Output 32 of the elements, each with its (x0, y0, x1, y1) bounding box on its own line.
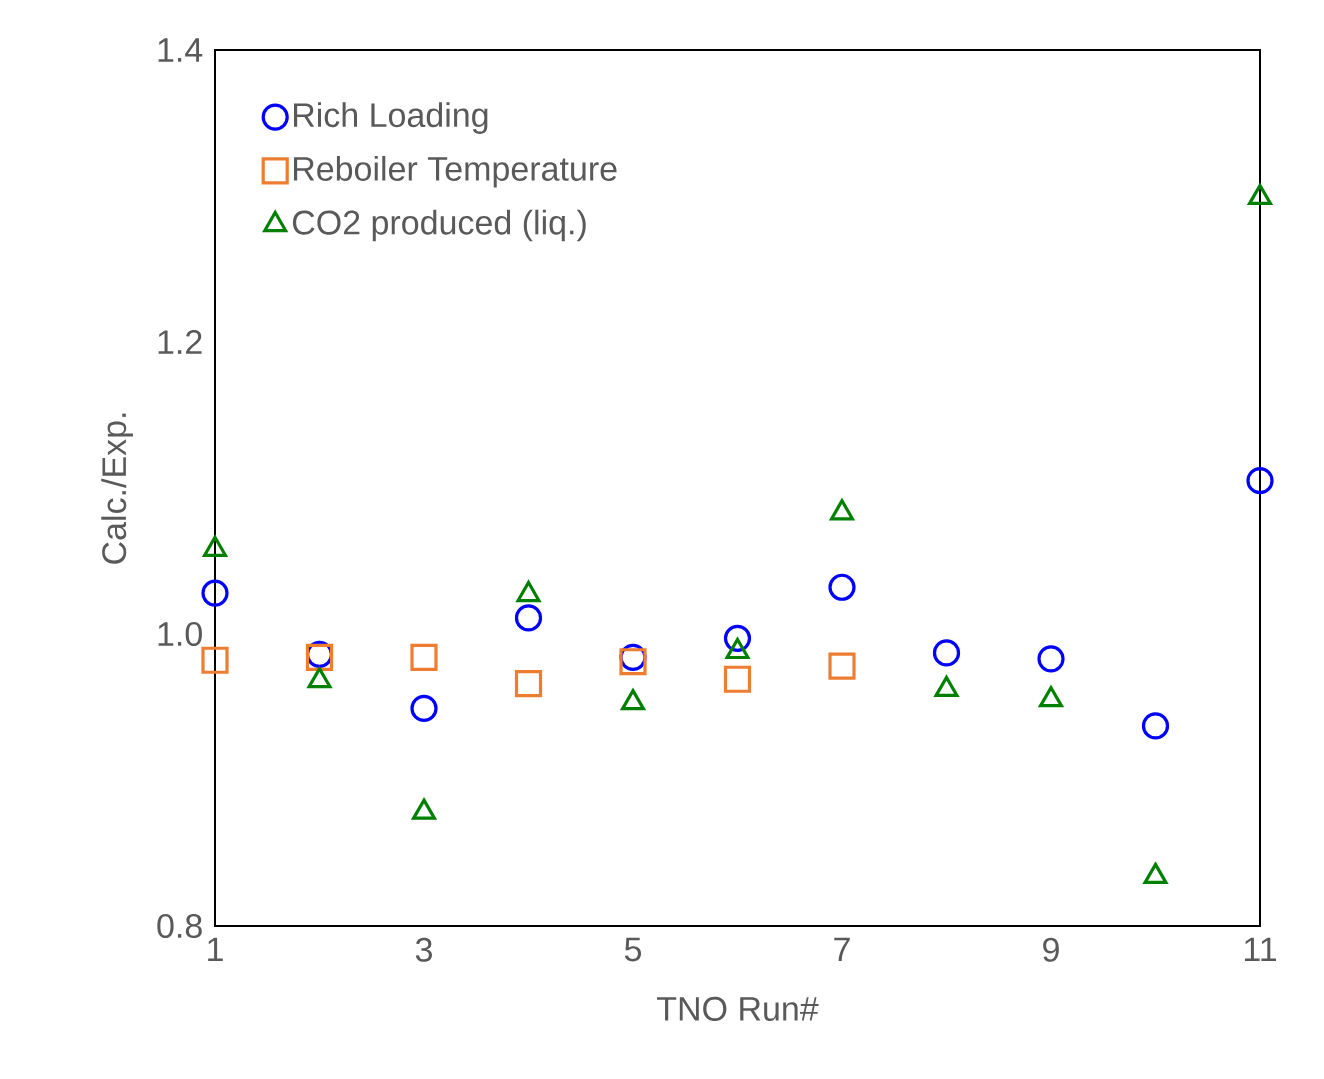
point (410, 643, 438, 671)
x-tick-label: 1 (208, 937, 223, 962)
point (1037, 645, 1065, 673)
point (828, 652, 856, 680)
x-tick-label: 5 (624, 937, 642, 962)
x-tick-label: 11 (1244, 937, 1276, 962)
point (514, 604, 543, 632)
y-axis-title: Calc./Exp. (101, 413, 133, 564)
point (514, 670, 543, 698)
y-tick-label: 1.4 (158, 38, 203, 62)
point (1248, 183, 1272, 206)
point (723, 624, 752, 652)
x-tick-label: 9 (1043, 937, 1059, 962)
y-tick-label: 0.8 (157, 913, 202, 939)
legend-label: Reboiler Temperature (293, 155, 617, 188)
point (201, 646, 229, 674)
point (1246, 467, 1274, 495)
point (830, 499, 854, 521)
point (619, 648, 647, 676)
x-axis-title: TNO Run# (657, 996, 819, 1021)
point (410, 694, 438, 723)
point (932, 639, 961, 667)
y-tick-label: 1.2 (158, 330, 202, 354)
x-tick-label: 7 (834, 937, 850, 962)
point (1141, 712, 1170, 740)
legend-label: Rich Loading (293, 102, 488, 134)
point (723, 665, 752, 693)
y-tick-label: 1.0 (158, 621, 202, 647)
point (828, 573, 856, 601)
x-tick-label: 3 (415, 937, 432, 962)
point (201, 579, 229, 607)
legend-label: CO2 produced (liq.) (292, 209, 586, 242)
